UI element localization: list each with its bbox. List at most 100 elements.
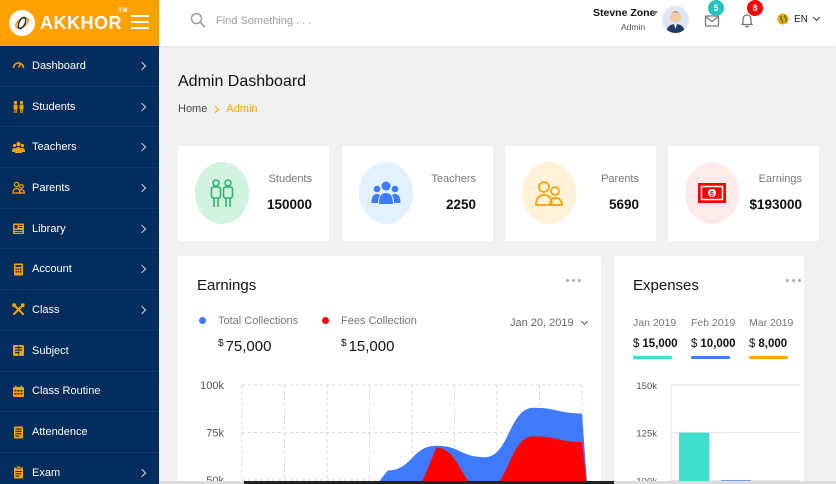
- sidebar-item-teachers[interactable]: Teachers: [0, 127, 159, 169]
- sidebar-item-parents[interactable]: Parents: [0, 168, 159, 209]
- expense-amount: $8,000: [749, 338, 788, 350]
- chevron-down-icon: [812, 13, 820, 22]
- subject-icon: [11, 344, 25, 358]
- expenses-panel: Expenses Jan 2019 $15,000 Feb 2019 $10,0…: [614, 256, 804, 484]
- expense-underline: [633, 356, 672, 359]
- y-tick-label: 150k: [636, 381, 657, 392]
- currency-symbol: $: [341, 338, 347, 349]
- sidebar-item-label: Library: [32, 222, 66, 235]
- expense-column-feb: Feb 2019 $10,000: [691, 317, 736, 359]
- students-icon: [210, 179, 234, 207]
- stat-value: 150000: [266, 197, 312, 212]
- legend-dot-fees: [322, 317, 329, 324]
- chevron-right-icon: [137, 305, 147, 315]
- earnings-chart: 100k 75k 50k: [200, 380, 588, 484]
- avatar[interactable]: [662, 6, 689, 33]
- expense-month: Feb 2019: [691, 317, 736, 329]
- currency-symbol: $: [749, 338, 756, 350]
- sidebar-item-students[interactable]: Students: [0, 87, 159, 128]
- chevron-right-icon: [137, 61, 147, 71]
- date-select[interactable]: Jan 20, 2019: [510, 317, 588, 329]
- class-routine-icon: [11, 384, 25, 398]
- teachers-icon-circle: [359, 162, 413, 224]
- horizontal-scrollbar[interactable]: [159, 481, 836, 484]
- more-options-icon[interactable]: [566, 279, 581, 282]
- legend-value-total: $75,000: [218, 338, 271, 355]
- sidebar-item-label: Exam: [32, 466, 61, 479]
- stat-value: 5690: [608, 197, 639, 212]
- sidebar: Dashboard Students Teachers Parents Library A…: [0, 46, 159, 484]
- dashboard-gauge-icon: [11, 59, 25, 73]
- stat-card-parents: Parents 5690: [505, 146, 656, 241]
- y-tick-label: 75k: [206, 428, 224, 440]
- expense-underline: [749, 356, 788, 359]
- chevron-right-icon: [137, 183, 147, 193]
- scrollbar-thumb[interactable]: [244, 481, 614, 484]
- parents-icon: [535, 181, 563, 206]
- page-title: Admin Dashboard: [178, 73, 307, 90]
- sidebar-item-label: Teachers: [32, 141, 77, 154]
- parents-icon-circle: [522, 162, 576, 224]
- sidebar-item-label: Parents: [32, 181, 70, 194]
- parents-icon: [11, 181, 25, 195]
- header: Stevne Zone Admin 5 8 EN: [159, 0, 836, 46]
- breadcrumb-home[interactable]: Home: [178, 103, 208, 115]
- user-name[interactable]: Stevne Zone: [593, 7, 656, 19]
- expense-amount: $15,000: [633, 338, 678, 350]
- expenses-chart: 150k 125k 100k: [636, 381, 800, 484]
- user-caret-icon[interactable]: [652, 11, 658, 15]
- legend-amount: 75,000: [225, 338, 272, 355]
- search-icon[interactable]: [190, 12, 206, 28]
- legend-amount: 15,000: [348, 338, 395, 355]
- sidebar-item-exam[interactable]: Exam: [0, 453, 159, 484]
- brand-tm: TM: [118, 7, 128, 14]
- earnings-icon-circle: $: [685, 162, 739, 224]
- notifications-badge: 8: [747, 0, 763, 16]
- legend-value-fees: $15,000: [341, 338, 394, 355]
- currency-symbol: $: [633, 338, 640, 350]
- bell-icon[interactable]: [739, 12, 755, 28]
- brand-name: AKKHOR TM: [40, 7, 128, 33]
- globe-icon: [777, 13, 789, 25]
- chevron-right-icon: [137, 102, 147, 111]
- currency-symbol: $: [218, 338, 224, 349]
- expense-amount: $10,000: [691, 338, 736, 350]
- exam-icon: [11, 466, 25, 480]
- legend-label-fees: Fees Collection: [341, 315, 417, 327]
- sidebar-item-label: Attendence: [32, 426, 88, 439]
- teachers-icon: [11, 140, 25, 154]
- stat-label: Students: [268, 173, 312, 185]
- sidebar-item-attendence[interactable]: Attendence: [0, 412, 159, 453]
- chevron-right-icon: [137, 468, 147, 477]
- legend-label-total: Total Collections: [218, 315, 299, 327]
- bar-jan-2019: [679, 432, 709, 484]
- sidebar-item-dashboard[interactable]: Dashboard: [0, 46, 159, 87]
- logo-bar: AKKHOR TM: [0, 0, 159, 46]
- stat-label: Parents: [601, 173, 639, 185]
- y-tick-label: 100k: [200, 380, 224, 392]
- sidebar-item-label: Class: [32, 303, 60, 316]
- chevron-right-icon: [212, 105, 220, 113]
- students-icon: [11, 100, 25, 114]
- more-options-icon[interactable]: [786, 279, 801, 282]
- search-input[interactable]: [216, 13, 366, 29]
- legend-dot-total: [199, 317, 206, 324]
- expense-month: Jan 2019: [633, 317, 677, 329]
- y-tick-label: 50k: [206, 475, 224, 484]
- sidebar-item-class-routine[interactable]: Class Routine: [0, 372, 159, 413]
- sidebar-item-subject[interactable]: Subject: [0, 331, 159, 372]
- sidebar-item-class[interactable]: Class: [0, 290, 159, 331]
- language-label: EN: [794, 13, 808, 25]
- chevron-right-icon: [137, 142, 147, 152]
- language-select[interactable]: EN: [777, 13, 820, 25]
- chevron-right-icon: [137, 224, 147, 233]
- mail-icon[interactable]: [704, 13, 720, 29]
- stat-label: Earnings: [758, 173, 802, 185]
- svg-text:$: $: [710, 191, 714, 198]
- breadcrumb-current: Admin: [226, 103, 258, 115]
- sidebar-item-label: Class Routine: [32, 385, 101, 398]
- menu-toggle-icon[interactable]: [131, 13, 149, 31]
- sidebar-item-account[interactable]: Account: [0, 249, 159, 291]
- sidebar-item-library[interactable]: Library: [0, 209, 159, 250]
- area-fees-collection: [421, 436, 587, 484]
